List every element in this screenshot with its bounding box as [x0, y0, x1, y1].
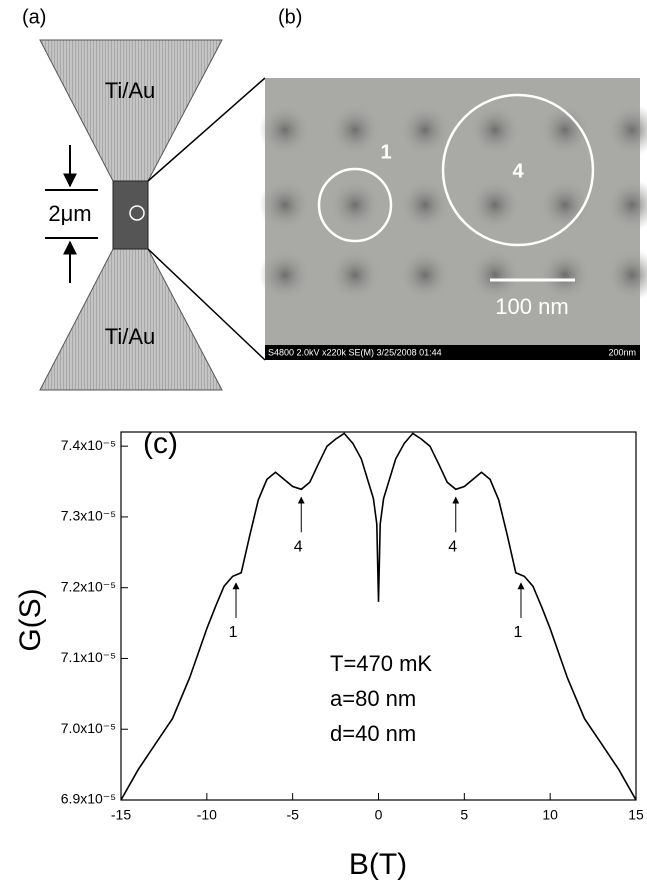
sem-spot: [539, 249, 591, 301]
sem-spot: [259, 179, 311, 231]
annotation-label: 1: [229, 624, 238, 641]
x-tick-label: -5: [286, 807, 299, 823]
note: T=470 mK: [330, 651, 432, 676]
sem-spot: [259, 104, 311, 156]
sem-spot: [259, 249, 311, 301]
sem-spot: [539, 104, 591, 156]
zoom-line: [147, 77, 266, 182]
sem-spot: [469, 179, 521, 231]
sem-spot: [606, 249, 647, 301]
data-line: [120, 432, 637, 801]
x-tick-label: 0: [375, 807, 383, 823]
chart: (c) B(T) G(S) -15 -10 -5 0 5 10 15 6.9x10⁻⁵ 7.0x…: [14, 427, 644, 881]
x-tick-label: -15: [111, 807, 131, 823]
sample-circle: [129, 205, 145, 221]
zoom-line: [147, 248, 266, 361]
electrode-label: Ti/Au: [105, 78, 156, 103]
sem-spot: [399, 179, 451, 231]
info-bar: [265, 345, 640, 360]
scale-label: 2μm: [48, 201, 91, 226]
sem-spot: [329, 179, 381, 231]
sem-spot: [539, 179, 591, 231]
sem-spot: [469, 104, 521, 156]
annotation-label: 4: [448, 539, 457, 556]
sem-spots: [259, 104, 647, 301]
sem-spot: [329, 249, 381, 301]
y-tick-label: 6.9x10⁻⁵: [61, 791, 116, 807]
panel-label: (b): [278, 6, 302, 28]
y-axis-label: G(S): [14, 588, 47, 651]
y-tick-label: 7.0x10⁻⁵: [61, 720, 116, 736]
annotation-label: 1: [514, 624, 523, 641]
x-tick-label: 15: [628, 807, 644, 823]
sem-spot: [606, 104, 647, 156]
info-scale: 200nm: [608, 347, 636, 357]
annotation-label: 4: [294, 539, 303, 556]
x-tick-label: 5: [460, 807, 468, 823]
scale-label: 100 nm: [495, 294, 568, 319]
y-tick-label: 7.1x10⁻⁵: [61, 649, 116, 665]
sem-spot: [399, 104, 451, 156]
panel-label: (a): [22, 6, 46, 28]
panel-label: (c): [143, 427, 178, 460]
electrode: [39, 248, 223, 391]
circle-marker: [441, 93, 595, 247]
x-tick-label: -10: [197, 807, 217, 823]
x-axis-label: B(T): [349, 848, 407, 881]
circle-marker: [317, 167, 393, 243]
sem-spot: [469, 249, 521, 301]
y-tick-label: 7.4x10⁻⁵: [61, 437, 116, 453]
y-tick-label: 7.3x10⁻⁵: [61, 508, 116, 524]
note: a=80 nm: [330, 686, 416, 711]
circle-label: 4: [512, 160, 524, 182]
electrode-label: Ti/Au: [105, 324, 156, 349]
circle-label: 1: [380, 141, 391, 163]
note: d=40 nm: [330, 721, 416, 746]
info-text: S4800 2.0kV x220k SE(M) 3/25/2008 01:44: [268, 347, 442, 357]
sem-spot: [399, 249, 451, 301]
electrode: [39, 39, 223, 182]
x-tick-label: 10: [542, 807, 558, 823]
sem-spot: [606, 179, 647, 231]
sem-spot: [329, 104, 381, 156]
y-tick-label: 7.2x10⁻⁵: [61, 578, 116, 594]
